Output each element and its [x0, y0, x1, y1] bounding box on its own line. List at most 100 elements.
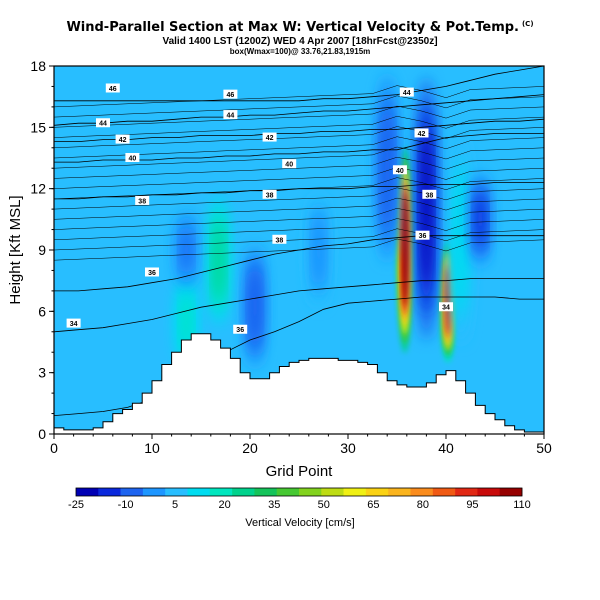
y-tick-label: 12: [30, 181, 46, 197]
contour-label: 46: [227, 92, 235, 99]
x-tick-label: 10: [144, 440, 160, 456]
plot-area: 46 46 44 44 44 42 42 42 40 40 40 38 38 38 38 36 36 36 34 34: [53, 65, 545, 435]
contour-label: 38: [276, 237, 284, 244]
contour-label-box: [135, 195, 150, 205]
theta-contour: [54, 116, 544, 138]
contour-label-box: [66, 318, 81, 328]
contour-label-box: [262, 132, 277, 142]
theta-contour: [54, 177, 544, 200]
contour-label: 38: [266, 192, 274, 199]
contour-label: 38: [425, 192, 433, 199]
theta-contour: [54, 228, 544, 251]
contour-label: 40: [129, 156, 137, 163]
theta-contour: [54, 167, 544, 189]
theta-contour: [54, 156, 544, 179]
x-axis: 0 10 20 30 40 50: [50, 434, 552, 456]
velocity-cell: [313, 216, 324, 284]
colorbar-segment: [254, 488, 277, 496]
contour-label-box: [282, 159, 297, 169]
contour-label-box: [115, 134, 130, 144]
theta-contour: [54, 66, 544, 102]
contour-label: 42: [119, 137, 127, 144]
colorbar-tick-label: 80: [417, 499, 429, 511]
x-tick-label: 20: [242, 440, 258, 456]
terrain-mask: [53, 333, 545, 435]
contour-label: 42: [418, 131, 426, 138]
y-tick-label: 6: [38, 303, 46, 319]
colorbar-tick-label: -10: [118, 499, 134, 511]
colorbar-segment: [187, 488, 211, 496]
velocity-cell: [475, 191, 486, 248]
contour-label-box: [105, 83, 120, 93]
contour-label: 36: [419, 233, 427, 240]
colorbar-segment: [343, 488, 367, 496]
contour-label-box: [392, 165, 407, 175]
colorbar-segment: [98, 488, 121, 496]
colorbar-segment: [299, 488, 322, 496]
contour-label: 34: [442, 305, 450, 312]
chart-title-text: Wind-Parallel Section at Max W: Vertical…: [66, 20, 519, 35]
velocity-cell: [181, 227, 192, 273]
colorbar-segment: [232, 488, 255, 496]
x-axis-title: Grid Point: [266, 463, 334, 480]
contour-label-box: [125, 153, 140, 162]
y-axis: 0 3 6 9 12 15 18: [30, 58, 54, 442]
colorbar-segment: [120, 488, 144, 496]
contour-label: 42: [266, 135, 274, 142]
contour-label-box: [414, 128, 429, 138]
contour-label-box: [439, 302, 453, 312]
theta-contour: [54, 95, 544, 118]
contour-label: 40: [396, 168, 404, 175]
colorbar-segment: [388, 488, 411, 496]
theta-contour: [54, 146, 544, 169]
theta-contour: [54, 126, 544, 149]
theta-contour: [54, 85, 544, 108]
velocity-cell: [382, 112, 393, 225]
x-tick-label: 40: [438, 440, 454, 456]
colorbar-tick-label: 20: [219, 499, 231, 511]
contour-label: 44: [227, 113, 235, 120]
y-tick-label: 15: [30, 119, 46, 135]
colorbar-tick-label: 95: [466, 499, 478, 511]
colorbar-segment: [76, 488, 99, 496]
velocity-cell: [455, 177, 466, 302]
colorbar-segment: [142, 488, 166, 496]
theta-contour: [54, 187, 544, 210]
theta-contours: [54, 66, 544, 416]
colorbar-segment: [432, 488, 456, 496]
colorbar-tick-label: 50: [318, 499, 330, 511]
velocity-cell: [402, 193, 408, 307]
theta-contour: [54, 197, 544, 220]
colorbar-tick-label: 35: [268, 499, 280, 511]
colorbar: -25 -10 5 20 35 50 65 80 95 110: [68, 487, 531, 511]
contour-label: 36: [236, 327, 244, 334]
theta-contour: [54, 105, 544, 128]
colorbar-segment: [276, 488, 300, 496]
contour-label: 46: [109, 86, 117, 93]
contour-label: 44: [403, 90, 411, 97]
contour-labels: 46 46 44 44 44 42 42 42 40 40 40 38 38 38 38 36 36 36 34 34: [66, 83, 453, 334]
contour-label-box: [223, 89, 238, 99]
chart-title-mark: (C): [521, 20, 534, 28]
velocity-cell: [213, 220, 224, 300]
theta-contour: [54, 218, 544, 241]
colorbar-tick-label: 65: [367, 499, 379, 511]
contour-label-box: [272, 234, 287, 244]
contour-label: 40: [285, 162, 293, 169]
velocity-cell: [421, 130, 432, 288]
x-tick-label: 30: [340, 440, 356, 456]
colorbar-title: Vertical Velocity [cm/s]: [245, 517, 354, 529]
contour-label-box: [262, 189, 277, 199]
velocity-cell: [445, 267, 451, 335]
contour-label: 36: [148, 270, 156, 277]
contour-label: 38: [138, 198, 146, 205]
y-tick-label: 18: [30, 58, 46, 74]
y-tick-label: 3: [38, 365, 46, 381]
colorbar-segment: [209, 488, 233, 496]
colorbar-tick-label: -25: [68, 499, 84, 511]
chart-subtitle: Valid 1400 LST (1200Z) WED 4 Apr 2007 [1…: [162, 36, 438, 47]
colorbar-segment: [499, 488, 523, 496]
contour-label-box: [422, 189, 437, 199]
colorbar-segment: [165, 488, 188, 496]
